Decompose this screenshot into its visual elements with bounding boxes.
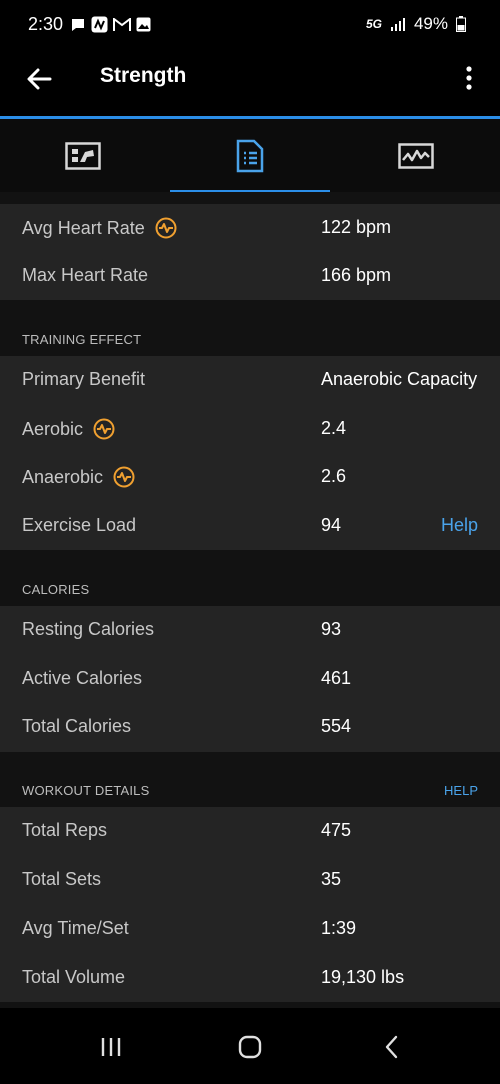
tab-bar bbox=[0, 116, 500, 193]
more-vert-icon bbox=[466, 66, 472, 90]
list-item: Avg Heart Rate 122 bpm bbox=[0, 204, 500, 252]
more-options-button[interactable] bbox=[458, 62, 480, 94]
battery-icon bbox=[456, 16, 466, 32]
calories-section: Resting Calories 93 Active Calories 461 … bbox=[0, 606, 500, 752]
exercise-load-help-link[interactable]: Help bbox=[440, 515, 478, 535]
row-label: Avg Heart Rate bbox=[22, 217, 177, 239]
app-bar: Strength bbox=[0, 50, 500, 116]
row-value: 1:39 bbox=[321, 918, 357, 938]
row-value: 93 bbox=[321, 619, 342, 639]
list-item: Anaerobic 2.6 bbox=[0, 453, 500, 501]
row-value: 475 bbox=[321, 820, 352, 840]
row-value: 2.6 bbox=[321, 466, 347, 486]
battery-percent: 49% bbox=[413, 14, 448, 33]
list-item: Active Calories 461 bbox=[0, 655, 500, 703]
row-label: Exercise Load bbox=[22, 515, 137, 535]
status-right: 5G 49% bbox=[366, 14, 466, 34]
row-label: Resting Calories bbox=[22, 619, 155, 639]
row-value: 35 bbox=[321, 869, 342, 889]
row-label-text: Aerobic bbox=[22, 418, 84, 439]
row-label: Total Reps bbox=[22, 820, 108, 840]
gallery-icon bbox=[136, 17, 151, 32]
list-item: Total Calories 554 bbox=[0, 703, 500, 751]
training-effect-icon[interactable] bbox=[113, 466, 135, 488]
page-title: Strength bbox=[100, 64, 187, 87]
recent-apps-button[interactable] bbox=[91, 1032, 131, 1062]
row-label-text: Anaerobic bbox=[22, 466, 104, 487]
signal-icon bbox=[390, 18, 405, 31]
back-button[interactable] bbox=[22, 62, 56, 96]
row-label: Avg Time/Set bbox=[22, 918, 129, 938]
tab-summary[interactable] bbox=[0, 119, 166, 192]
row-value: 554 bbox=[321, 716, 352, 736]
status-time: 2:30 bbox=[28, 14, 64, 34]
row-label: Anaerobic bbox=[22, 466, 135, 488]
section-header-workout-details: WORKOUT DETAILS bbox=[22, 783, 150, 798]
section-header-calories: CALORIES bbox=[22, 582, 90, 597]
row-label: Total Volume bbox=[22, 967, 126, 987]
list-item: Max Heart Rate 166 bpm bbox=[0, 252, 500, 300]
arrow-back-icon bbox=[27, 68, 52, 90]
list-item: Total Volume 19,130 lbs bbox=[0, 954, 500, 1002]
tab-details[interactable] bbox=[167, 119, 333, 192]
status-bar: 2:30 5G 49% bbox=[0, 0, 500, 50]
list-item: Exercise Load 94 Help bbox=[0, 502, 500, 550]
details-scroll-area[interactable]: Avg Heart Rate 122 bpm Max Heart Rate 16… bbox=[0, 192, 500, 1008]
notification-icons bbox=[70, 16, 151, 33]
row-label: Primary Benefit bbox=[22, 369, 146, 389]
workout-details-help-link[interactable]: HELP bbox=[444, 783, 478, 798]
chart-icon bbox=[398, 142, 434, 169]
training-effect-icon[interactable] bbox=[93, 418, 115, 440]
row-label: Total Sets bbox=[22, 869, 102, 889]
training-effect-section: Primary Benefit Anaerobic Capacity Aerob… bbox=[0, 356, 500, 550]
gmail-icon bbox=[113, 17, 131, 31]
row-value: 19,130 lbs bbox=[321, 967, 405, 987]
row-value: 461 bbox=[321, 668, 352, 688]
row-value: Anaerobic Capacity bbox=[321, 369, 478, 389]
row-value: 2.4 bbox=[321, 418, 347, 438]
system-back-button[interactable] bbox=[371, 1032, 411, 1062]
tab-charts[interactable] bbox=[333, 119, 499, 192]
network-type: 5G bbox=[365, 17, 382, 31]
row-label: Active Calories bbox=[22, 668, 143, 688]
row-value: 94 bbox=[321, 515, 342, 535]
heart-rate-info-icon[interactable] bbox=[155, 217, 177, 239]
row-label-text: Avg Heart Rate bbox=[22, 217, 145, 238]
row-label: Aerobic bbox=[22, 418, 115, 440]
section-header-training-effect: TRAINING EFFECT bbox=[22, 332, 142, 347]
row-label: Max Heart Rate bbox=[22, 265, 149, 285]
garmin-connect-icon bbox=[91, 16, 108, 33]
list-item: Aerobic 2.4 bbox=[0, 405, 500, 453]
home-button[interactable] bbox=[230, 1032, 270, 1062]
recent-apps-icon bbox=[101, 1038, 121, 1056]
list-item: Resting Calories 93 bbox=[0, 606, 500, 654]
workout-details-section: Total Reps 475 Total Sets 35 Avg Time/Se… bbox=[0, 807, 500, 1002]
list-item: Total Sets 35 bbox=[0, 856, 500, 904]
system-navigation-bar bbox=[0, 1008, 500, 1084]
row-value: 122 bpm bbox=[321, 217, 392, 237]
home-icon bbox=[238, 1035, 262, 1059]
active-tab-indicator bbox=[170, 190, 330, 193]
list-item: Primary Benefit Anaerobic Capacity bbox=[0, 356, 500, 404]
details-icon bbox=[236, 139, 264, 172]
list-item: Avg Time/Set 1:39 bbox=[0, 905, 500, 953]
heart-rate-section: Avg Heart Rate 122 bpm Max Heart Rate 16… bbox=[0, 204, 500, 300]
chevron-left-icon bbox=[385, 1035, 398, 1059]
row-value: 166 bpm bbox=[321, 265, 392, 285]
row-label: Total Calories bbox=[22, 716, 132, 736]
message-icon bbox=[72, 18, 84, 31]
summary-icon bbox=[65, 141, 101, 170]
list-item: Total Reps 475 bbox=[0, 807, 500, 855]
